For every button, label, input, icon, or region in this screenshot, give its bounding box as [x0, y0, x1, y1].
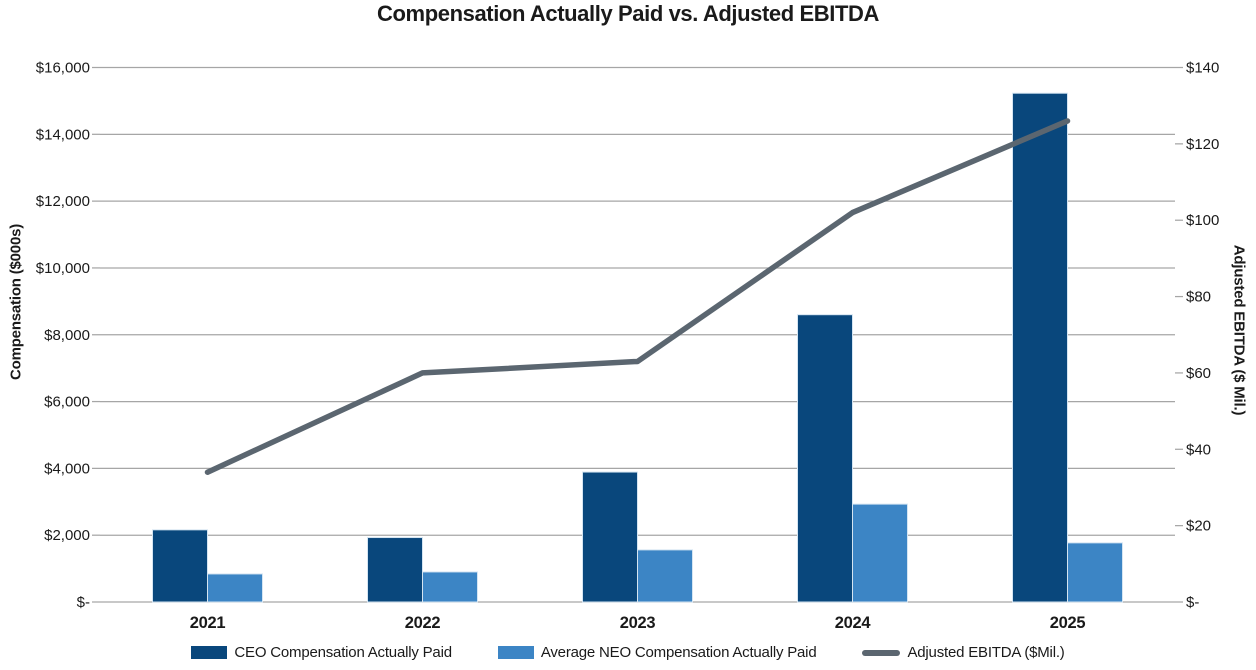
ebitda-line — [204, 118, 1071, 475]
bar-neo-2025 — [1067, 542, 1123, 603]
left-axis-tick-label: $- — [77, 594, 90, 611]
x-axis-label-2023: 2023 — [620, 614, 656, 632]
bar-neo-2023 — [637, 549, 693, 603]
left-axis-tick-label: $2,000 — [44, 527, 90, 544]
legend: CEO Compensation Actually Paid Average N… — [0, 644, 1256, 661]
bar-ceo-2021 — [152, 529, 208, 603]
legend-item-ceo: CEO Compensation Actually Paid — [191, 644, 452, 661]
right-axis-tick-label: $- — [1186, 594, 1199, 611]
right-axis-tick-label: $60 — [1186, 365, 1211, 382]
bar-neo-2021 — [207, 573, 263, 603]
legend-item-ebitda: Adjusted EBITDA ($Mil.) — [862, 644, 1065, 661]
left-axis-tick-label: $14,000 — [36, 126, 90, 143]
left-axis-tick-label: $8,000 — [44, 327, 90, 344]
x-axis-label-2021: 2021 — [190, 614, 226, 632]
bar-ceo-2022 — [367, 537, 423, 603]
left-axis-tick-label: $16,000 — [36, 60, 90, 77]
legend-item-neo: Average NEO Compensation Actually Paid — [497, 644, 817, 661]
ebitda-line-swatch-icon — [862, 649, 901, 656]
bar-neo-2024 — [852, 503, 908, 603]
right-axis-title: Adjusted EBITDA ($ Mil.) — [1230, 244, 1248, 416]
x-axis-label-2022: 2022 — [405, 614, 441, 632]
legend-label-neo: Average NEO Compensation Actually Paid — [540, 644, 817, 661]
right-axis-tick-label: $80 — [1186, 289, 1211, 306]
right-axis-tick-label: $20 — [1186, 518, 1211, 535]
left-axis-tick-label: $10,000 — [36, 260, 90, 277]
x-axis-label-2025: 2025 — [1050, 614, 1086, 632]
bar-neo-2022 — [422, 571, 478, 603]
ceo-bar-swatch-icon — [191, 646, 228, 659]
right-axis-tick-label: $40 — [1186, 441, 1211, 458]
left-axis-tick-label: $12,000 — [36, 193, 90, 210]
right-axis-tick-label: $100 — [1186, 212, 1219, 229]
bar-ceo-2025 — [1012, 92, 1068, 603]
right-axis-tick-label: $140 — [1186, 60, 1219, 77]
x-axis-label-2024: 2024 — [835, 614, 872, 632]
right-axis-tick-label: $120 — [1186, 136, 1219, 153]
left-axis-tick-label: $6,000 — [44, 394, 90, 411]
bar-ceo-2023 — [582, 471, 638, 603]
legend-label-ebitda: Adjusted EBITDA ($Mil.) — [907, 644, 1065, 661]
left-axis-title: Compensation ($000s) — [7, 223, 25, 381]
neo-bar-swatch-icon — [497, 646, 534, 659]
chart-title: Compensation Actually Paid vs. Adjusted … — [377, 1, 879, 26]
legend-label-ceo: CEO Compensation Actually Paid — [234, 644, 452, 661]
left-axis-tick-label: $4,000 — [44, 460, 90, 477]
bar-ceo-2024 — [797, 314, 853, 603]
